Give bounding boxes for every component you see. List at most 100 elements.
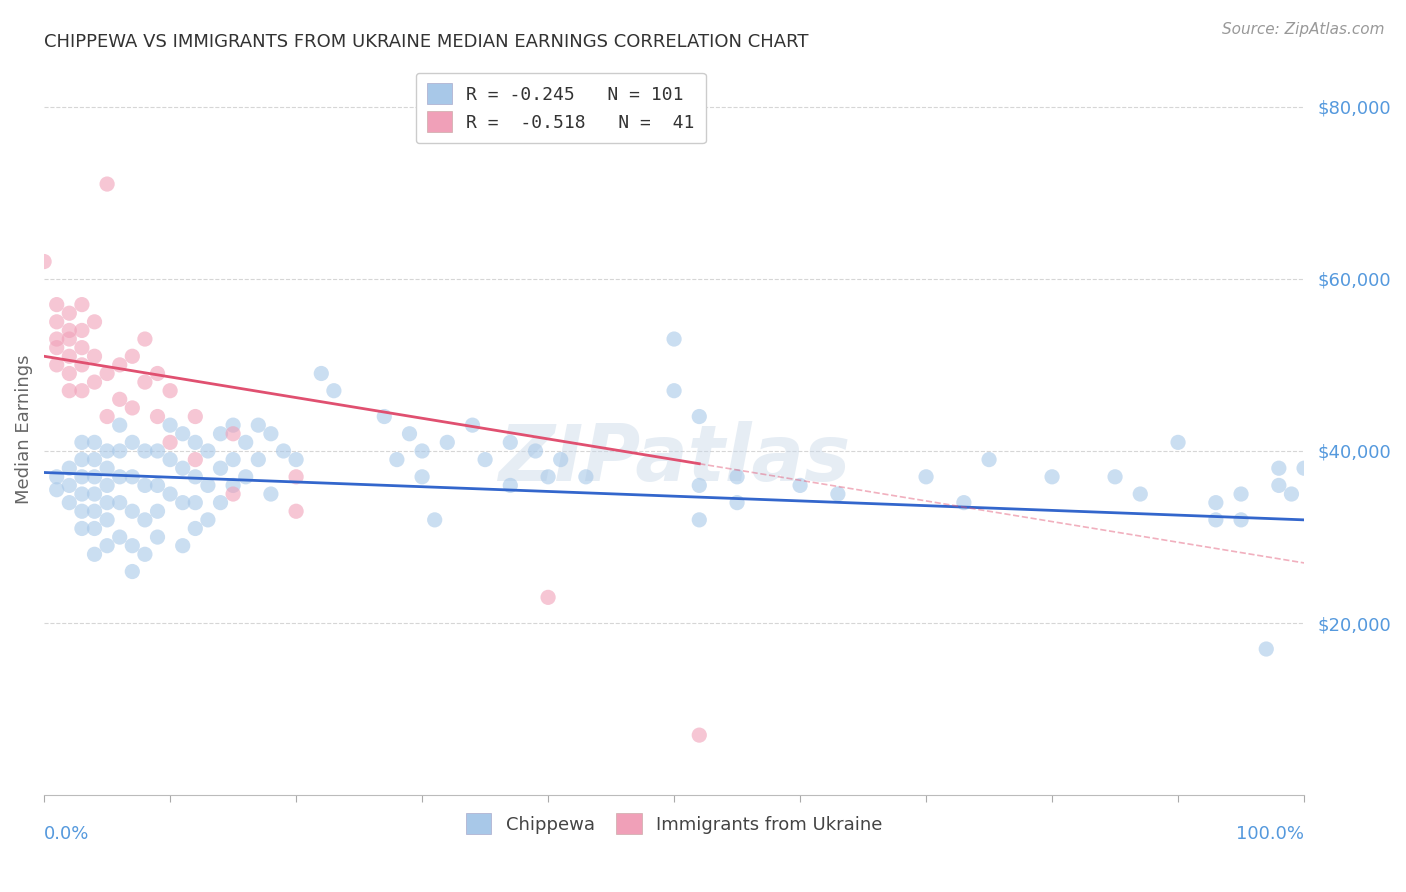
Point bbox=[311, 367, 333, 381]
Point bbox=[1268, 461, 1291, 475]
Point bbox=[688, 513, 710, 527]
Point bbox=[146, 530, 169, 544]
Point bbox=[235, 470, 257, 484]
Point bbox=[285, 452, 308, 467]
Point bbox=[1205, 496, 1227, 510]
Point bbox=[70, 341, 93, 355]
Point bbox=[45, 297, 67, 311]
Point bbox=[222, 478, 245, 492]
Point bbox=[662, 384, 685, 398]
Point bbox=[222, 452, 245, 467]
Point bbox=[1167, 435, 1189, 450]
Point bbox=[209, 496, 232, 510]
Point bbox=[398, 426, 420, 441]
Point bbox=[134, 332, 156, 346]
Text: 100.0%: 100.0% bbox=[1236, 825, 1303, 843]
Point bbox=[474, 452, 496, 467]
Point bbox=[184, 496, 207, 510]
Point bbox=[247, 418, 270, 433]
Point bbox=[423, 513, 446, 527]
Point bbox=[58, 323, 80, 337]
Point bbox=[121, 349, 143, 363]
Point bbox=[96, 177, 118, 191]
Point bbox=[58, 332, 80, 346]
Point bbox=[184, 521, 207, 535]
Point bbox=[688, 728, 710, 742]
Point bbox=[70, 487, 93, 501]
Point bbox=[83, 349, 105, 363]
Point bbox=[70, 297, 93, 311]
Point bbox=[45, 315, 67, 329]
Point bbox=[159, 418, 181, 433]
Text: Source: ZipAtlas.com: Source: ZipAtlas.com bbox=[1222, 22, 1385, 37]
Point bbox=[83, 315, 105, 329]
Point bbox=[121, 565, 143, 579]
Point bbox=[184, 409, 207, 424]
Point bbox=[146, 444, 169, 458]
Point bbox=[108, 392, 131, 407]
Point bbox=[121, 504, 143, 518]
Point bbox=[70, 384, 93, 398]
Point bbox=[32, 254, 55, 268]
Point bbox=[83, 504, 105, 518]
Point bbox=[134, 513, 156, 527]
Point bbox=[83, 521, 105, 535]
Point bbox=[96, 496, 118, 510]
Point bbox=[1230, 513, 1253, 527]
Point bbox=[662, 332, 685, 346]
Point bbox=[58, 461, 80, 475]
Point bbox=[108, 358, 131, 372]
Point bbox=[96, 513, 118, 527]
Point bbox=[96, 444, 118, 458]
Point bbox=[197, 444, 219, 458]
Legend: Chippewa, Immigrants from Ukraine: Chippewa, Immigrants from Ukraine bbox=[456, 803, 893, 845]
Point bbox=[108, 496, 131, 510]
Point bbox=[70, 504, 93, 518]
Point bbox=[688, 409, 710, 424]
Point bbox=[83, 435, 105, 450]
Point bbox=[45, 341, 67, 355]
Point bbox=[461, 418, 484, 433]
Point bbox=[108, 444, 131, 458]
Point bbox=[235, 435, 257, 450]
Y-axis label: Median Earnings: Median Earnings bbox=[15, 355, 32, 504]
Point bbox=[83, 547, 105, 561]
Point bbox=[121, 470, 143, 484]
Point bbox=[688, 478, 710, 492]
Point bbox=[121, 401, 143, 415]
Point bbox=[96, 539, 118, 553]
Point bbox=[58, 496, 80, 510]
Point bbox=[1205, 513, 1227, 527]
Point bbox=[134, 478, 156, 492]
Point bbox=[96, 409, 118, 424]
Point bbox=[537, 470, 560, 484]
Point bbox=[499, 478, 522, 492]
Text: 0.0%: 0.0% bbox=[44, 825, 90, 843]
Point bbox=[184, 470, 207, 484]
Point bbox=[58, 349, 80, 363]
Point bbox=[222, 426, 245, 441]
Point bbox=[1292, 461, 1315, 475]
Point bbox=[953, 496, 976, 510]
Point bbox=[725, 496, 748, 510]
Point bbox=[285, 504, 308, 518]
Point bbox=[273, 444, 295, 458]
Point bbox=[260, 426, 283, 441]
Point bbox=[385, 452, 408, 467]
Point bbox=[121, 539, 143, 553]
Point bbox=[58, 306, 80, 320]
Point bbox=[159, 452, 181, 467]
Point bbox=[108, 418, 131, 433]
Point bbox=[1230, 487, 1253, 501]
Text: ZIPatlas: ZIPatlas bbox=[498, 421, 851, 497]
Point bbox=[322, 384, 344, 398]
Point bbox=[96, 367, 118, 381]
Point bbox=[827, 487, 849, 501]
Point bbox=[70, 435, 93, 450]
Point bbox=[83, 487, 105, 501]
Point bbox=[184, 452, 207, 467]
Point bbox=[134, 547, 156, 561]
Point bbox=[209, 461, 232, 475]
Point bbox=[1256, 642, 1278, 657]
Point bbox=[108, 470, 131, 484]
